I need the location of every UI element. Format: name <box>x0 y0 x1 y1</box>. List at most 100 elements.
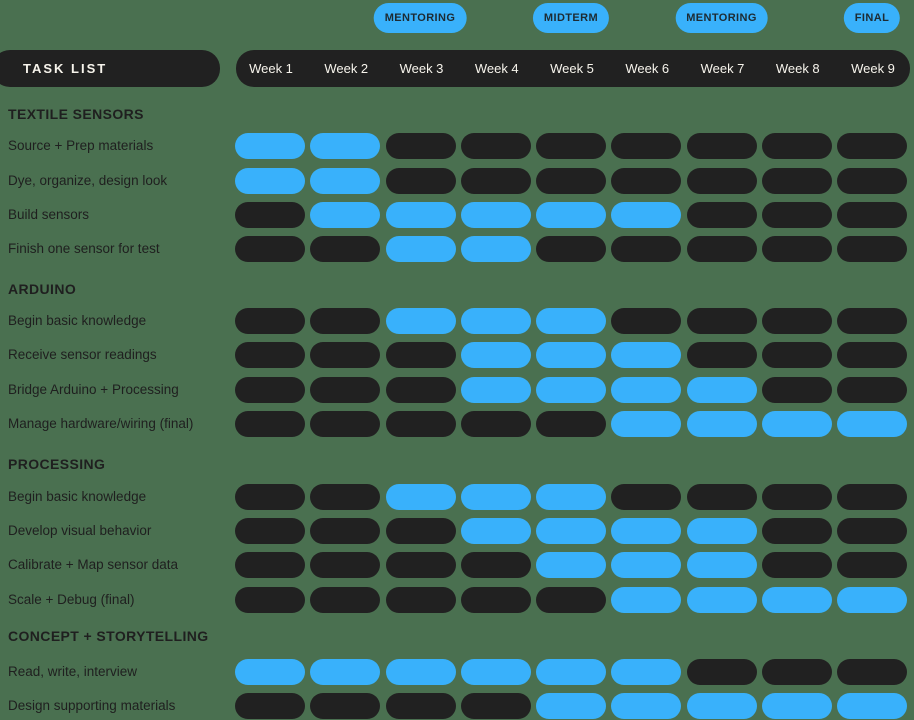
week-pill-inactive[interactable] <box>761 202 832 228</box>
week-pill-inactive[interactable] <box>235 693 305 719</box>
week-pill-active[interactable] <box>235 133 305 159</box>
week-pill-inactive[interactable] <box>761 659 832 685</box>
week-pill-inactive[interactable] <box>460 168 531 194</box>
week-pill-inactive[interactable] <box>310 484 381 510</box>
week-pill-inactive[interactable] <box>837 484 907 510</box>
week-pill-active[interactable] <box>460 236 531 262</box>
week-pill-inactive[interactable] <box>310 587 381 613</box>
week-pill-inactive[interactable] <box>235 411 305 437</box>
week-pill-active[interactable] <box>686 693 757 719</box>
week-pill-inactive[interactable] <box>536 411 606 437</box>
week-pill-active[interactable] <box>761 411 832 437</box>
week-pill-active[interactable] <box>686 377 757 403</box>
week-pill-inactive[interactable] <box>761 342 832 368</box>
week-pill-inactive[interactable] <box>235 202 305 228</box>
week-pill-active[interactable] <box>837 411 907 437</box>
week-pill-inactive[interactable] <box>837 202 907 228</box>
week-pill-inactive[interactable] <box>686 202 757 228</box>
week-pill-active[interactable] <box>837 693 907 719</box>
week-pill-inactive[interactable] <box>761 308 832 334</box>
week-pill-active[interactable] <box>460 342 531 368</box>
week-pill-inactive[interactable] <box>385 342 456 368</box>
week-pill-inactive[interactable] <box>385 168 456 194</box>
week-pill-active[interactable] <box>536 308 606 334</box>
week-pill-inactive[interactable] <box>310 552 381 578</box>
week-pill-inactive[interactable] <box>761 484 832 510</box>
week-pill-inactive[interactable] <box>310 342 381 368</box>
week-pill-active[interactable] <box>686 518 757 544</box>
week-pill-inactive[interactable] <box>235 308 305 334</box>
week-pill-inactive[interactable] <box>837 236 907 262</box>
week-pill-active[interactable] <box>385 308 456 334</box>
week-pill-inactive[interactable] <box>310 411 381 437</box>
week-pill-inactive[interactable] <box>385 552 456 578</box>
week-pill-inactive[interactable] <box>235 377 305 403</box>
week-pill-active[interactable] <box>536 202 606 228</box>
week-pill-inactive[interactable] <box>611 484 682 510</box>
week-pill-inactive[interactable] <box>837 518 907 544</box>
week-pill-active[interactable] <box>761 693 832 719</box>
week-pill-active[interactable] <box>686 411 757 437</box>
week-pill-active[interactable] <box>460 518 531 544</box>
week-pill-inactive[interactable] <box>837 342 907 368</box>
week-pill-inactive[interactable] <box>837 552 907 578</box>
week-pill-active[interactable] <box>310 659 381 685</box>
week-pill-active[interactable] <box>310 133 381 159</box>
week-pill-inactive[interactable] <box>460 411 531 437</box>
week-pill-inactive[interactable] <box>536 133 606 159</box>
week-pill-inactive[interactable] <box>385 377 456 403</box>
week-pill-inactive[interactable] <box>611 133 682 159</box>
week-pill-inactive[interactable] <box>385 411 456 437</box>
week-pill-active[interactable] <box>310 168 381 194</box>
week-pill-active[interactable] <box>611 377 682 403</box>
week-pill-inactive[interactable] <box>460 133 531 159</box>
week-pill-inactive[interactable] <box>536 236 606 262</box>
week-pill-active[interactable] <box>536 693 606 719</box>
week-pill-active[interactable] <box>310 202 381 228</box>
week-pill-active[interactable] <box>385 484 456 510</box>
week-pill-inactive[interactable] <box>536 587 606 613</box>
week-pill-inactive[interactable] <box>611 308 682 334</box>
week-pill-inactive[interactable] <box>611 236 682 262</box>
week-pill-inactive[interactable] <box>686 308 757 334</box>
week-pill-inactive[interactable] <box>686 484 757 510</box>
week-pill-active[interactable] <box>385 236 456 262</box>
week-pill-inactive[interactable] <box>385 133 456 159</box>
week-pill-active[interactable] <box>837 587 907 613</box>
week-pill-active[interactable] <box>611 342 682 368</box>
week-pill-inactive[interactable] <box>310 377 381 403</box>
week-pill-inactive[interactable] <box>761 133 832 159</box>
week-pill-inactive[interactable] <box>310 308 381 334</box>
week-pill-active[interactable] <box>460 377 531 403</box>
week-pill-inactive[interactable] <box>235 518 305 544</box>
week-pill-active[interactable] <box>385 659 456 685</box>
week-pill-inactive[interactable] <box>460 587 531 613</box>
week-pill-inactive[interactable] <box>460 552 531 578</box>
week-pill-inactive[interactable] <box>761 168 832 194</box>
week-pill-active[interactable] <box>686 552 757 578</box>
week-pill-inactive[interactable] <box>686 342 757 368</box>
week-pill-inactive[interactable] <box>310 236 381 262</box>
week-pill-active[interactable] <box>385 202 456 228</box>
week-pill-inactive[interactable] <box>611 168 682 194</box>
week-pill-inactive[interactable] <box>686 236 757 262</box>
week-pill-inactive[interactable] <box>761 236 832 262</box>
week-pill-inactive[interactable] <box>235 342 305 368</box>
week-pill-inactive[interactable] <box>837 377 907 403</box>
week-pill-inactive[interactable] <box>837 308 907 334</box>
week-pill-active[interactable] <box>536 484 606 510</box>
week-pill-inactive[interactable] <box>310 518 381 544</box>
week-pill-active[interactable] <box>536 377 606 403</box>
week-pill-active[interactable] <box>611 587 682 613</box>
week-pill-active[interactable] <box>761 587 832 613</box>
week-pill-active[interactable] <box>611 411 682 437</box>
week-pill-active[interactable] <box>235 168 305 194</box>
week-pill-active[interactable] <box>611 518 682 544</box>
week-pill-active[interactable] <box>536 342 606 368</box>
week-pill-inactive[interactable] <box>235 484 305 510</box>
week-pill-inactive[interactable] <box>761 377 832 403</box>
week-pill-inactive[interactable] <box>837 133 907 159</box>
week-pill-inactive[interactable] <box>686 659 757 685</box>
week-pill-inactive[interactable] <box>385 587 456 613</box>
week-pill-active[interactable] <box>536 659 606 685</box>
